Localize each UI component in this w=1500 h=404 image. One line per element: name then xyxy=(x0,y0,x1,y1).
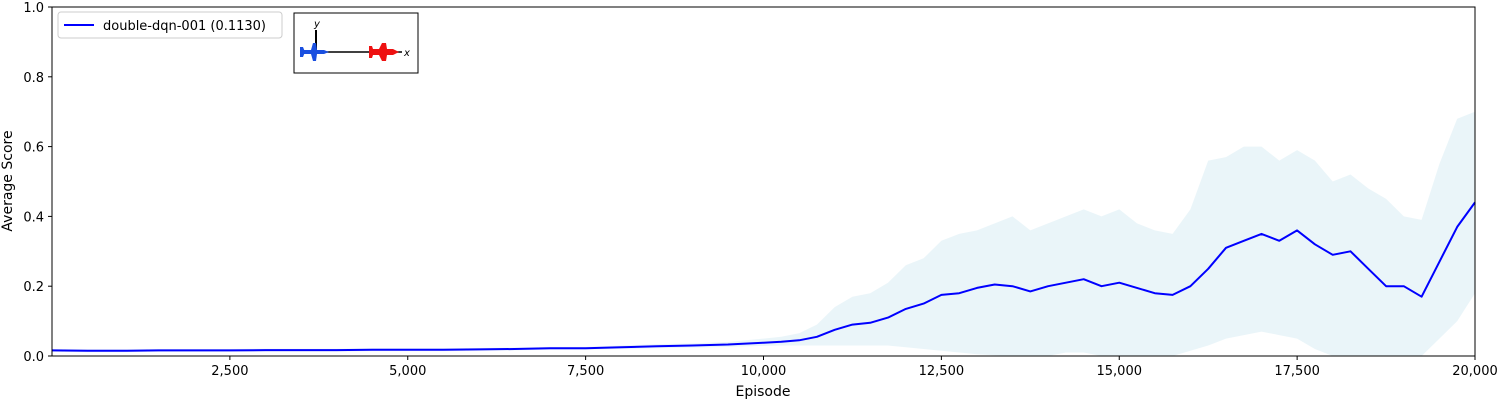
y-tick-label: 1.0 xyxy=(23,1,44,16)
y-tick-label: 0.2 xyxy=(23,280,44,295)
x-tick-label: 12,500 xyxy=(919,364,965,379)
series-line-layer xyxy=(51,201,1476,352)
x-tick-label: 10,000 xyxy=(741,364,787,379)
y-axis-label: Average Score xyxy=(0,130,16,231)
y-tick-label: 0.0 xyxy=(23,350,44,365)
y-tick-label: 0.4 xyxy=(23,210,44,225)
x-tick-label: 15,000 xyxy=(1097,364,1143,379)
x-tick-label: 20,000 xyxy=(1452,364,1498,379)
legend-entry-label: double-dqn-001 (0.1130) xyxy=(103,19,266,34)
inset-y-label: y xyxy=(313,19,321,30)
x-tick-label: 7,500 xyxy=(567,364,604,379)
confidence-band xyxy=(52,111,1475,356)
confidence-band-layer xyxy=(52,111,1475,356)
x-tick-label: 2,500 xyxy=(211,364,248,379)
x-axis-ticks: 2,500 5,000 7,500 10,000 12,500 15,000 17,500 2… xyxy=(211,356,1498,379)
legend-box xyxy=(57,11,283,39)
inset-box xyxy=(293,12,419,74)
x-tick-label: 17,500 xyxy=(1274,364,1320,379)
inset-x-label: x xyxy=(403,48,410,59)
y-tick-label: 0.8 xyxy=(23,71,44,86)
inset-diagram: y x xyxy=(293,12,419,74)
y-tick-label: 0.6 xyxy=(23,141,44,156)
x-tick-label: 5,000 xyxy=(389,364,426,379)
red-aircraft-icon xyxy=(369,43,399,61)
blue-aircraft-icon xyxy=(300,43,329,61)
series-line xyxy=(51,201,1476,352)
x-axis-label: Episode xyxy=(736,384,791,400)
y-axis-ticks: 0.0 0.2 0.4 0.6 0.8 1.0 xyxy=(23,1,52,365)
legend: double-dqn-001 (0.1130) xyxy=(57,11,283,39)
